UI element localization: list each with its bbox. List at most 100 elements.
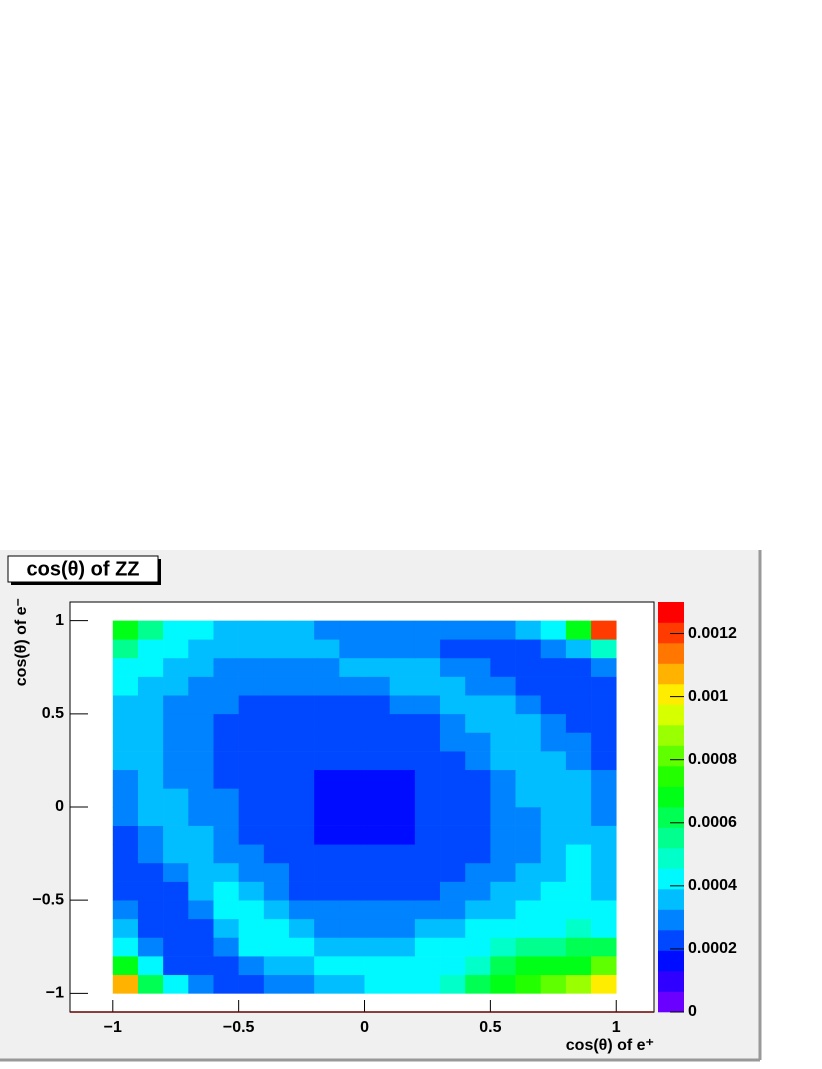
cell xyxy=(112,788,139,808)
cell xyxy=(465,918,491,938)
cell xyxy=(540,900,567,920)
cell xyxy=(540,732,567,752)
cell xyxy=(137,862,164,882)
cell xyxy=(213,825,239,845)
cell xyxy=(540,974,567,994)
cell xyxy=(112,881,139,901)
cell xyxy=(440,695,466,715)
cell xyxy=(515,788,542,808)
x-tick-label: −1 xyxy=(104,1019,122,1036)
cell xyxy=(591,695,617,715)
cell xyxy=(364,937,390,957)
cell xyxy=(137,956,164,976)
cell xyxy=(238,788,265,808)
cell xyxy=(591,639,617,659)
cell xyxy=(364,844,390,864)
cell xyxy=(565,807,592,826)
cell xyxy=(591,676,617,696)
x-tick-label: −0.5 xyxy=(223,1019,255,1036)
cell xyxy=(314,807,340,826)
cell xyxy=(188,956,214,976)
cell xyxy=(163,825,189,845)
colorbar-band xyxy=(658,622,684,644)
cell xyxy=(465,844,491,864)
cell xyxy=(213,788,239,808)
cell xyxy=(263,862,290,882)
cell xyxy=(364,825,390,845)
cell xyxy=(314,676,340,696)
cell xyxy=(490,676,516,696)
cell xyxy=(188,862,214,882)
cell xyxy=(440,844,466,864)
cell xyxy=(112,937,139,957)
title-box xyxy=(7,555,159,583)
cell xyxy=(137,918,164,938)
cell xyxy=(389,620,416,640)
cell xyxy=(591,769,617,789)
cell xyxy=(314,713,340,733)
cell xyxy=(440,862,466,882)
cell xyxy=(465,695,491,715)
cell xyxy=(490,900,516,920)
colorbar-band xyxy=(658,725,684,746)
cell xyxy=(188,825,214,845)
cell xyxy=(188,937,214,957)
cell xyxy=(289,751,315,771)
cell xyxy=(515,676,542,696)
cell xyxy=(591,900,617,920)
cell xyxy=(465,769,491,789)
cell xyxy=(339,695,365,715)
cell xyxy=(289,956,315,976)
cell xyxy=(137,639,164,659)
cell xyxy=(314,844,340,864)
cell xyxy=(238,676,265,696)
cell xyxy=(238,769,265,789)
cell xyxy=(565,862,592,882)
cell xyxy=(465,862,491,882)
cell xyxy=(137,788,164,808)
cell xyxy=(314,639,340,659)
colorbar-band xyxy=(658,991,684,1013)
cell xyxy=(389,788,416,808)
cell xyxy=(414,713,441,733)
cell xyxy=(540,657,567,677)
cell xyxy=(238,713,265,733)
cell xyxy=(112,657,139,677)
cell xyxy=(238,695,265,715)
colorbar-band xyxy=(658,663,684,685)
cell xyxy=(238,937,265,957)
cell xyxy=(314,956,340,976)
cell xyxy=(263,657,290,677)
cell xyxy=(364,751,390,771)
cell xyxy=(339,844,365,864)
cell xyxy=(339,639,365,659)
cell xyxy=(238,974,265,994)
colorbar-band xyxy=(658,889,684,910)
cell xyxy=(440,676,466,696)
cell xyxy=(490,695,516,715)
cell xyxy=(263,732,290,752)
z-tick-label: 0.0004 xyxy=(688,877,737,894)
cell xyxy=(540,620,567,640)
cell xyxy=(440,620,466,640)
cell xyxy=(163,695,189,715)
cell xyxy=(339,657,365,677)
cell xyxy=(163,751,189,771)
cell xyxy=(515,695,542,715)
cell xyxy=(364,881,390,901)
cell xyxy=(188,900,214,920)
cell xyxy=(465,657,491,677)
cell xyxy=(112,807,139,826)
cell xyxy=(515,713,542,733)
cell xyxy=(213,881,239,901)
cell xyxy=(263,825,290,845)
cell xyxy=(314,937,340,957)
cell xyxy=(213,639,239,659)
cell xyxy=(364,807,390,826)
cell xyxy=(389,881,416,901)
cell xyxy=(389,676,416,696)
z-tick-label: 0.0012 xyxy=(688,625,737,642)
cell xyxy=(565,695,592,715)
cell xyxy=(213,713,239,733)
colorbar-band xyxy=(658,950,684,972)
